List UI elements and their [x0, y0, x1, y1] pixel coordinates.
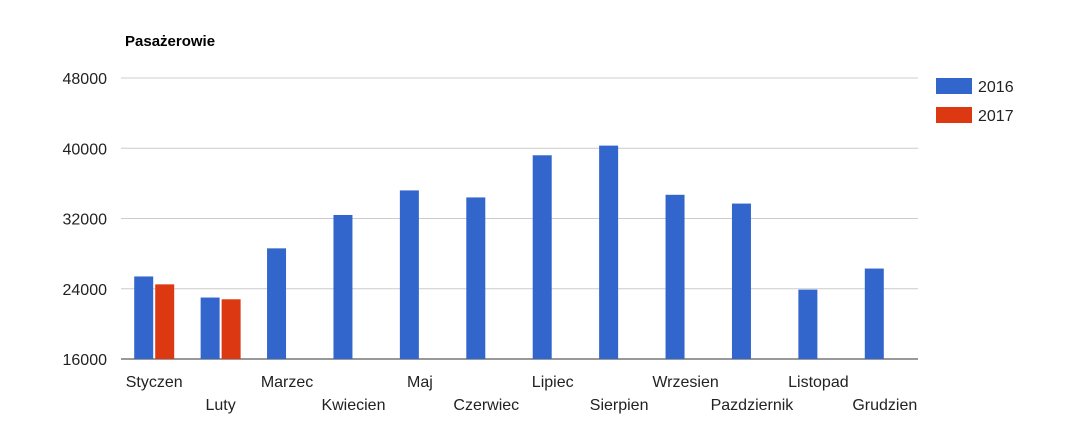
chart-title: Pasażerowie — [125, 33, 215, 50]
y-tick-label: 24000 — [63, 282, 108, 299]
bar-2016-marzec — [267, 248, 287, 359]
x-tick-label: Maj — [407, 374, 433, 391]
x-tick-label: Pazdziernik — [711, 397, 795, 414]
x-tick-label: Grudzien — [852, 397, 917, 414]
x-tick-label: Wrzesien — [652, 374, 718, 391]
bar-2016-wrzesien — [665, 194, 685, 359]
bar-2016-czerwiec — [466, 197, 486, 359]
x-tick-label: Listopad — [788, 374, 849, 391]
bar-2017-styczen — [155, 284, 175, 359]
x-tick-label: Styczen — [126, 374, 183, 391]
legend-label: 2016 — [978, 79, 1014, 96]
x-tick-label: Czerwiec — [453, 397, 519, 414]
x-tick-label: Marzec — [261, 374, 313, 391]
y-tick-label: 40000 — [63, 141, 108, 158]
legend: 2016 2017 — [936, 78, 1014, 125]
y-tick-label: 48000 — [63, 71, 108, 88]
y-tick-label: 16000 — [63, 352, 108, 369]
y-tick-label: 32000 — [63, 212, 108, 229]
x-tick-label: Sierpien — [590, 397, 649, 414]
legend-swatch-2017 — [936, 107, 972, 123]
bars — [134, 145, 884, 359]
bar-2016-listopad — [798, 289, 818, 359]
x-tick-label: Lipiec — [532, 374, 574, 391]
y-axis: 16000 24000 32000 40000 48000 — [63, 71, 108, 369]
bar-2017-luty — [221, 299, 241, 359]
bar-2016-grudzien — [864, 268, 884, 359]
x-axis: Styczen Luty Marzec Kwiecien Maj Czerwiec Lipi… — [126, 374, 918, 414]
x-tick-label: Luty — [206, 397, 236, 414]
bar-2016-sierpien — [599, 145, 619, 359]
bar-2016-styczen — [134, 276, 154, 359]
x-tick-label: Kwiecien — [321, 397, 385, 414]
bar-2016-kwiecien — [333, 214, 353, 359]
bar-2016-maj — [399, 190, 419, 359]
bar-2016-luty — [200, 297, 220, 359]
legend-swatch-2016 — [936, 78, 972, 94]
bar-2016-lipiec — [532, 155, 552, 359]
legend-label: 2017 — [978, 108, 1014, 125]
gridlines — [121, 77, 918, 360]
bar-2016-pazdziernik — [731, 203, 751, 359]
